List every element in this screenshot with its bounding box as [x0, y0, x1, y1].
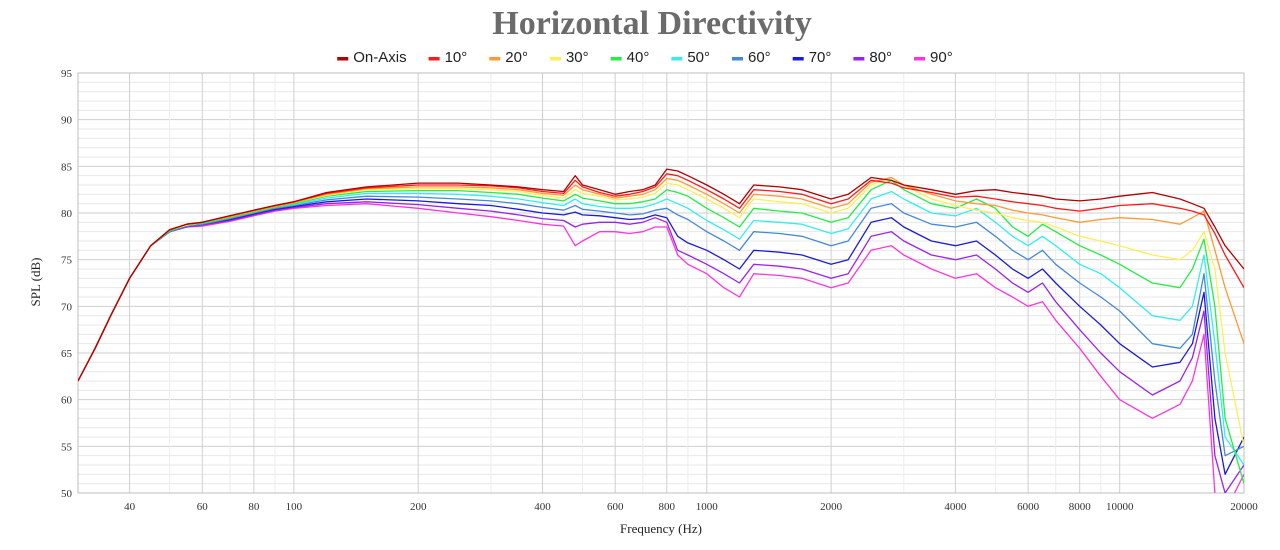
legend-swatch: [610, 57, 622, 61]
chart-title: Horizontal Directivity: [492, 5, 811, 42]
y-tick-label: 60: [61, 395, 73, 407]
legend-label: 30°: [566, 49, 589, 66]
y-tick-label: 55: [61, 441, 73, 453]
legend-swatch: [792, 57, 804, 61]
legend-item-6[interactable]: 60°: [732, 49, 771, 66]
x-tick-label: 400: [534, 501, 551, 513]
series-line-7: [78, 198, 1244, 475]
legend-item-8[interactable]: 80°: [853, 49, 892, 66]
legend-item-4[interactable]: 40°: [610, 49, 650, 66]
legend-swatch: [853, 57, 865, 61]
grid: [77, 72, 1245, 494]
y-tick-label: 85: [61, 161, 73, 173]
legend-label: 60°: [748, 49, 771, 66]
legend-swatch: [549, 57, 561, 61]
legend-swatch: [732, 57, 744, 61]
legend-item-0[interactable]: On-Axis: [337, 49, 407, 66]
x-tick-label: 60: [197, 501, 209, 513]
y-tick-label: 50: [61, 488, 73, 500]
y-tick-label: 75: [61, 255, 73, 267]
x-tick-label: 20000: [1230, 501, 1258, 513]
legend-swatch: [428, 57, 440, 61]
legend-swatch: [671, 57, 683, 61]
x-tick-label: 1000: [696, 501, 719, 513]
legend-swatch: [489, 57, 501, 61]
series-line-0: [78, 168, 1244, 382]
legend-label: 80°: [869, 49, 892, 66]
x-tick-label: 2000: [820, 501, 843, 513]
x-tick-label: 200: [410, 501, 427, 513]
x-tick-label: 4000: [944, 501, 967, 513]
plot-frame: [77, 72, 1245, 494]
series-line-8: [78, 201, 1244, 493]
series-line-3: [78, 176, 1244, 447]
legend-label: 50°: [687, 49, 710, 66]
y-axis-label: SPL (dB): [28, 258, 43, 307]
series-line-1: [78, 173, 1244, 382]
y-tick-label: 80: [61, 208, 73, 220]
legend-label: 20°: [505, 49, 528, 66]
x-axis-label: Frequency (Hz): [620, 521, 702, 536]
x-tick-label: 8000: [1069, 501, 1092, 513]
legend-item-3[interactable]: 30°: [549, 49, 589, 66]
y-tick-label: 65: [61, 348, 73, 360]
legend-item-2[interactable]: 20°: [489, 49, 528, 66]
y-tick-label: 95: [61, 68, 73, 80]
x-tick-label: 800: [659, 501, 676, 513]
plot-area: [78, 168, 1244, 493]
legend-item-7[interactable]: 70°: [792, 49, 832, 66]
legend-label: 70°: [809, 49, 832, 66]
x-tick-label: 100: [286, 501, 303, 513]
x-tick-label: 6000: [1017, 501, 1040, 513]
y-tick-label: 70: [61, 301, 73, 313]
series-line-4: [78, 179, 1244, 484]
legend-label: 90°: [930, 49, 953, 66]
x-tick-label: 80: [248, 501, 260, 513]
y-tick-label: 90: [61, 115, 73, 127]
legend-item-1[interactable]: 10°: [428, 49, 468, 66]
legend-label: On-Axis: [353, 49, 406, 66]
x-tick-label: 10000: [1106, 501, 1134, 513]
legend-item-5[interactable]: 50°: [671, 49, 710, 66]
legend-item-9[interactable]: 90°: [914, 49, 953, 66]
series-line-9: [78, 203, 1244, 493]
legend-swatch: [914, 57, 926, 61]
x-tick-label: 40: [124, 501, 136, 513]
legend-label: 10°: [445, 49, 468, 66]
x-tick-label: 600: [607, 501, 624, 513]
legend: On-Axis 10° 20° 30° 40° 50° 60° 70° 80° 90°: [337, 49, 953, 66]
legend-swatch: [337, 57, 349, 61]
series-line-6: [78, 195, 1244, 457]
series-line-2: [78, 176, 1244, 382]
legend-label: 40°: [627, 49, 650, 66]
tick-labels: 50 55 60 65 70 75 80 85 90 95 40 60 80 100 200 400 600 80…: [61, 68, 1258, 513]
